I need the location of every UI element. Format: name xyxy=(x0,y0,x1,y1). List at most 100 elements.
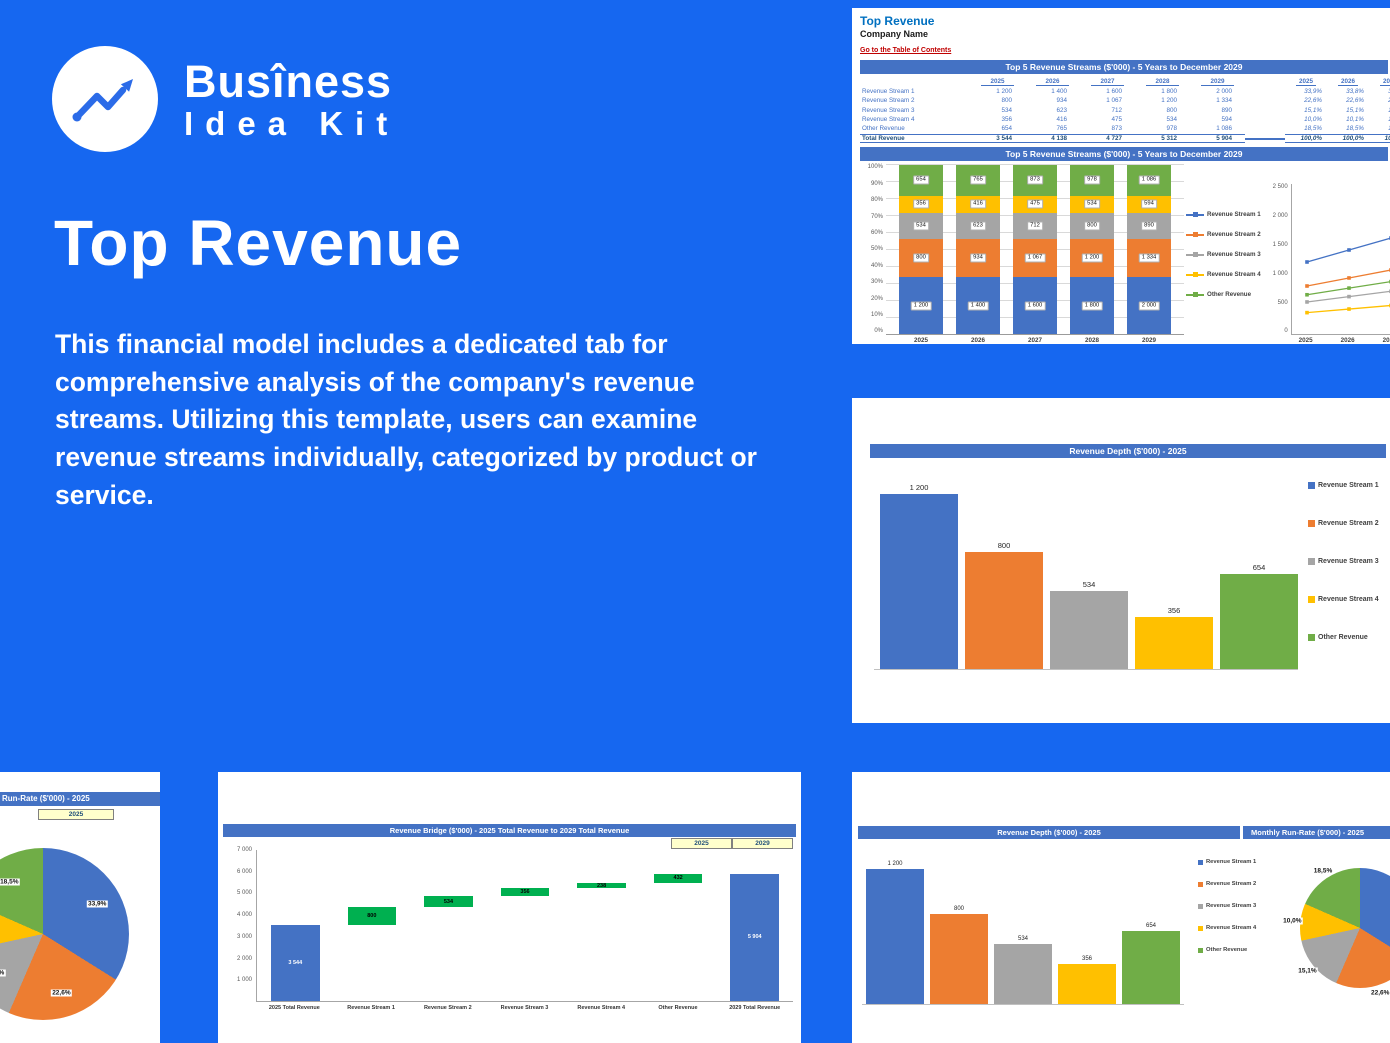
legend-marker xyxy=(1186,232,1204,238)
value-cell: 416 xyxy=(1056,116,1067,124)
table-row: Revenue Stream 4 356 416 475 534 594 10,0% 10,1… xyxy=(860,115,1390,124)
row-label: Revenue Stream 1 xyxy=(862,88,915,96)
legend-label: Other Revenue xyxy=(1207,291,1252,299)
stacked-segment: 800 xyxy=(899,238,943,277)
bridge-waterfall-chart: 7 000 6 000 5 000 4 000 3 000 2 000 1 000 3 544… xyxy=(226,847,793,1011)
row-label: Revenue Stream 4 xyxy=(862,116,915,124)
stacked-plot: 1 200 800 534 356 654 1 400 934 623 416 765 1 600 1… xyxy=(886,164,1184,336)
pct-year-header: 2025 xyxy=(1296,78,1316,86)
panel-revenue-depth: Revenue Depth ($'000) - 2025 1 200 800 534… xyxy=(852,398,1390,723)
trend-arrow-icon xyxy=(72,79,133,122)
pct-year-header: 2027 xyxy=(1380,78,1390,86)
segment-label: 623 xyxy=(970,221,986,231)
value-cell: 1 334 xyxy=(1216,97,1232,105)
legend-marker xyxy=(1198,903,1203,909)
table-section-header: Top 5 Revenue Streams ($'000) - 5 Years … xyxy=(860,60,1388,74)
x-tick: 2025 xyxy=(913,337,928,345)
combo-body: 1 200 800 534 356 654 Revenue Stream 1 Revenu… xyxy=(852,839,1390,1039)
value-cell: 1 200 xyxy=(996,88,1012,96)
stacked-segment: 475 xyxy=(1013,195,1057,213)
value-cell: 765 xyxy=(1056,125,1067,133)
pct-cell: 100,0% xyxy=(1327,134,1369,144)
bar-cell: 800 xyxy=(965,470,1043,669)
y-tick: 90% xyxy=(870,180,883,187)
y-tick: 70% xyxy=(870,213,883,220)
page-title: Top Revenue xyxy=(54,207,463,279)
legend-label: Revenue Stream 1 xyxy=(1207,211,1261,219)
legend-label: Other Revenue xyxy=(1206,947,1248,953)
row-label: Revenue Stream 3 xyxy=(862,106,915,114)
line-chart-svg xyxy=(1290,184,1390,336)
value-cell: 934 xyxy=(1056,97,1067,105)
sheet-title: Top Revenue xyxy=(860,14,935,28)
value-cell: 978 xyxy=(1166,125,1177,133)
x-tick: 2027 xyxy=(1382,337,1390,345)
stacked-segment: 765 xyxy=(956,164,1000,196)
legend-label: Revenue Stream 1 xyxy=(1206,859,1257,865)
stacked-column: 2 000 1 334 890 594 1 086 xyxy=(1127,164,1171,335)
legend-item: Revenue Stream 1 xyxy=(1308,482,1390,489)
legend-item: Revenue Stream 2 xyxy=(1186,231,1261,238)
bar xyxy=(1122,930,1180,1004)
depth-chart-header: Revenue Depth ($'000) - 2025 xyxy=(870,444,1386,458)
year-header: 2028 xyxy=(1146,78,1179,86)
segment-label: 534 xyxy=(913,221,929,231)
segment-label: 934 xyxy=(970,253,986,263)
bar-value-label: 356 xyxy=(520,888,530,895)
pct-cell: 22,6% xyxy=(1304,97,1322,105)
spacer-cell xyxy=(1245,137,1285,140)
x-tick: 2027 xyxy=(1027,337,1042,345)
table-row: Revenue Stream 1 1 200 1 400 1 600 1 800 2 00… xyxy=(860,87,1390,96)
value-cell: 1 800 xyxy=(1161,88,1177,96)
bar xyxy=(930,914,988,1004)
legend-item: Revenue Stream 3 xyxy=(1198,903,1256,909)
value-cell: 800 xyxy=(1001,97,1012,105)
toc-link[interactable]: Go to the Table of Contents xyxy=(860,47,952,54)
bar-value-label: 238 xyxy=(596,882,607,889)
bar-value-label: 800 xyxy=(997,541,1011,551)
pct-cell: 10,0% xyxy=(1304,116,1322,124)
waterfall-bar: 5 904 xyxy=(730,873,780,1001)
value-cell: 712 xyxy=(1111,106,1122,114)
stacked-chart: 100% 90% 80% 70% 60% 50% 40% 30% 20% 10% 0% 1 200 80… xyxy=(860,164,1184,344)
x-tick: 2025 xyxy=(1298,337,1313,345)
combo-depth-legend: Revenue Stream 1 Revenue Stream 2 Revenue … xyxy=(1198,859,1256,953)
value-cell: 2 000 xyxy=(1216,88,1232,96)
pct-cell: 33,8% xyxy=(1346,88,1364,96)
runrate-year-cell[interactable]: 2025 xyxy=(38,809,114,820)
x-tick: 2025 Total Revenue xyxy=(268,1005,320,1011)
legend-label: Revenue Stream 4 xyxy=(1318,596,1379,603)
y-tick: 1 000 xyxy=(1272,270,1288,277)
bridge-year-to-cell[interactable]: 2029 xyxy=(732,838,793,849)
brand-name-line1: Busîness xyxy=(184,55,393,107)
waterfall-chart: 7 000 6 000 5 000 4 000 3 000 2 000 1 000 3 544… xyxy=(226,847,793,1002)
stacked-segment: 1 600 xyxy=(1013,276,1057,335)
y-axis: 7 000 6 000 5 000 4 000 3 000 2 000 1 000 xyxy=(226,847,256,1002)
bar-plot: 1 200 800 534 356 654 xyxy=(874,470,1298,670)
value-cell: 1 600 xyxy=(1106,88,1122,96)
bridge-year-from-cell[interactable]: 2025 xyxy=(671,838,732,849)
year-header: 2026 xyxy=(1036,78,1069,86)
segment-label: 416 xyxy=(970,199,986,209)
bar-plot: 1 200 800 534 356 654 xyxy=(862,851,1184,1005)
legend-marker xyxy=(1186,212,1204,218)
legend-item: Revenue Stream 2 xyxy=(1198,881,1256,887)
pct-cell: 15,1% xyxy=(1304,106,1322,114)
year-header: 2029 xyxy=(1201,78,1234,86)
segment-label: 800 xyxy=(913,253,929,263)
x-tick: Revenue Stream 1 xyxy=(347,1005,395,1011)
y-tick: 6 000 xyxy=(236,868,252,875)
value-cell: 1 086 xyxy=(1216,125,1232,133)
pct-cell: 15,1% xyxy=(1369,107,1390,114)
legend-label: Other Revenue xyxy=(1318,634,1368,641)
stacked-chart-legend: Revenue Stream 1 Revenue Stream 2 Revenue … xyxy=(1186,164,1261,345)
pie-slice-label: 18,5% xyxy=(0,878,20,886)
y-tick: 2 000 xyxy=(1272,213,1288,220)
y-axis: 100% 90% 80% 70% 60% 50% 40% 30% 20% 10% 0% xyxy=(860,164,886,334)
pie-slice-label: 22,6% xyxy=(51,989,72,997)
stacked-segment: 978 xyxy=(1070,164,1114,196)
bar-cell: 654 xyxy=(1220,470,1298,669)
